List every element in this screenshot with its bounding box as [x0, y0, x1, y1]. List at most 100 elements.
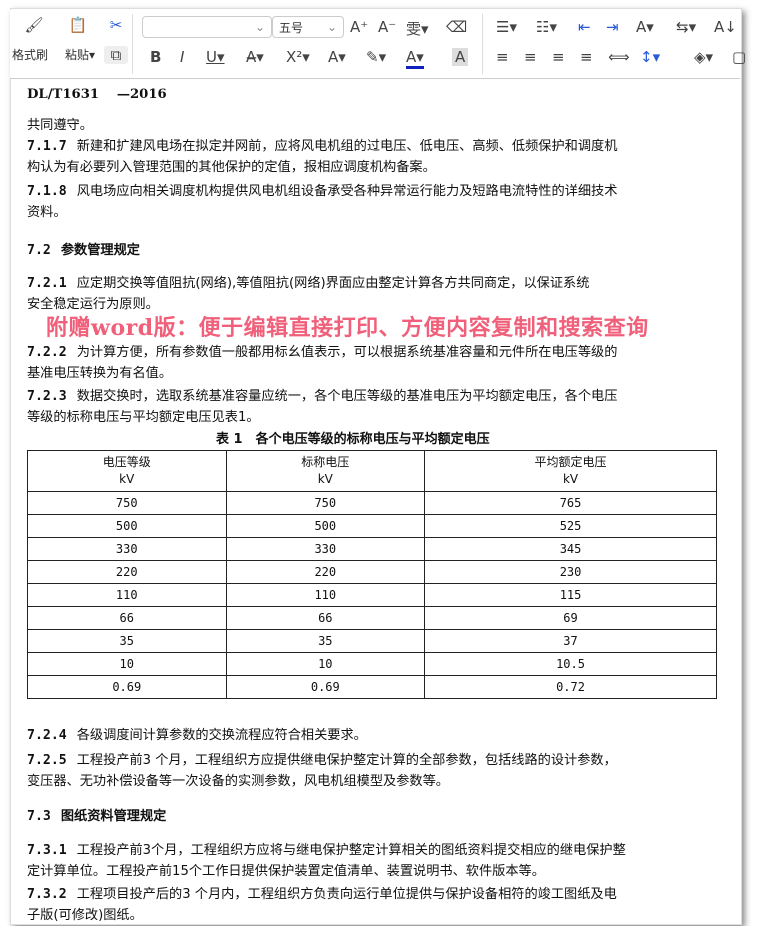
document-header: DL/T1631 —2016	[27, 87, 167, 102]
bold-icon[interactable]: B	[150, 48, 162, 66]
clause-line: 7.2.4 各级调度间计算参数的交换流程应符合相关要求。	[27, 727, 367, 744]
font-name-select[interactable]: ⌄	[142, 16, 272, 38]
clause-number: 7.3	[27, 809, 51, 824]
header-text: kV	[562, 472, 579, 486]
shrink-font-icon[interactable]: A⁻	[378, 18, 397, 36]
clause-text: 风电场应向相关调度机构提供风电机组设备承受各种异常运行能力及短路电流特性的详细技…	[76, 184, 618, 199]
strikethrough-icon[interactable]: A̶▾	[246, 48, 264, 66]
watermark-banner: 附赠word版：便于编辑直接打印、方便内容复制和搜索查询	[46, 315, 649, 341]
table-cell: 525	[424, 514, 717, 538]
ribbon-toolbar: 🖌 格式刷 📋 粘贴 ▾ ✂ ⧉ ⌄ 五号 ⌄ A⁺ A⁻ 雯▾ ⌫ B I U▾ …	[10, 10, 746, 79]
clause-text: 各级调度间计算参数的交换流程应符合相关要求。	[76, 728, 367, 743]
clause-number: 7.2.2	[27, 345, 67, 360]
text-direction-icon[interactable]: ⇆▾	[676, 18, 697, 36]
highlight-icon[interactable]: ✎▾	[366, 48, 387, 66]
table-row: 750 750 765	[27, 491, 717, 515]
bullets-icon[interactable]: ☰▾	[496, 18, 517, 36]
clause-line: 7.1.7 新建和扩建风电场在拟定并网前，应将风电机组的过电压、低电压、高频、低频…	[27, 138, 617, 155]
clause-line: 7.1.8 风电场应向相关调度机构提供风电机组设备承受各种异常运行能力及短路电流特…	[27, 183, 617, 200]
table-cell: 500	[225, 514, 426, 538]
phonetic-guide-icon[interactable]: 雯▾	[406, 20, 429, 38]
align-center-icon[interactable]: ≡	[524, 48, 537, 66]
clause-number: 7.3.1	[27, 843, 67, 858]
clause-text: 参数管理规定	[60, 243, 140, 258]
paragraph-line: 共同遵守。	[27, 118, 93, 133]
table-cell: 10	[225, 652, 426, 676]
align-right-icon[interactable]: ≡	[552, 48, 565, 66]
sort-icon[interactable]: A↓	[714, 18, 737, 36]
table-header-cell: 标称电压 kV	[225, 450, 426, 492]
table-cell: 330	[225, 537, 426, 561]
underline-icon[interactable]: U▾	[206, 48, 225, 66]
clause-number: 7.2.3	[27, 389, 67, 404]
table-cell: 0.69	[225, 675, 426, 699]
table-cell: 0.72	[424, 675, 717, 699]
line-spacing-icon[interactable]: ↕▾	[640, 48, 661, 66]
header-text: 标称电压	[301, 455, 350, 469]
table-header-cell: 平均额定电压 kV	[424, 450, 717, 492]
paragraph-line: 资料。	[27, 205, 67, 220]
clear-format-icon[interactable]: ⌫	[446, 18, 468, 36]
paragraph-line: 安全稳定运行为原则。	[27, 297, 159, 312]
paste-label: 粘贴	[64, 48, 89, 62]
grow-font-icon[interactable]: A⁺	[350, 18, 369, 36]
table-cell: 500	[27, 514, 227, 538]
table-cell: 220	[225, 560, 426, 584]
table-cell: 345	[424, 537, 717, 561]
table-cell: 330	[27, 537, 227, 561]
paragraph-line: 等级的标称电压与平均额定电压见表1。	[27, 410, 260, 425]
paste-icon[interactable]: 📋	[68, 16, 88, 34]
clause-number: 7.3.2	[27, 887, 67, 902]
clause-number: 7.1.7	[27, 139, 67, 154]
clause-line: 7.2.5 工程投产前3 个月，工程组织方应提供继电保护整定计算的全部参数，包括线…	[27, 752, 617, 769]
copy-icon[interactable]: ⧉	[104, 46, 128, 64]
clause-line: 7.2.2 为计算方便，所有参数值一般都用标幺值表示，可以根据系统基准容量和元件所…	[27, 344, 617, 361]
clause-line: 7.2 参数管理规定	[27, 242, 140, 259]
clause-line: 7.3 图纸资料管理规定	[27, 808, 166, 825]
format-painter-icon[interactable]: 🖌	[24, 16, 44, 34]
clause-line: 7.2.1 应定期交换等值阻抗(网络),等值阻抗(网络)界面应由整定计算各方共同商…	[27, 275, 589, 292]
shading-icon[interactable]: ◈▾	[694, 48, 714, 66]
italic-icon[interactable]: I	[180, 48, 185, 66]
table-cell: 69	[424, 606, 717, 630]
table-row: 35 35 37	[27, 629, 717, 653]
font-color-icon[interactable]: A▾	[406, 48, 424, 69]
clause-number: 7.1.8	[27, 184, 67, 199]
table-cell: 35	[27, 629, 227, 653]
superscript-icon[interactable]: X²▾	[286, 48, 310, 66]
font-size-value: 五号	[279, 20, 304, 35]
table-cell: 66	[27, 606, 227, 630]
clause-line: 7.3.1 工程投产前3个月，工程组织方应将与继电保护整定计算相关的图纸资料提交相…	[27, 842, 626, 859]
borders-icon[interactable]: ▢	[732, 48, 747, 66]
text-effect-icon[interactable]: A▾	[328, 48, 346, 66]
clause-number: 7.2.5	[27, 753, 67, 768]
char-spacing-icon[interactable]: A▾	[636, 18, 654, 36]
char-shading-icon[interactable]: A	[452, 48, 469, 66]
table-row: 10 10 10.5	[27, 652, 717, 676]
increase-indent-icon[interactable]: ⇥	[606, 18, 619, 36]
justify-icon[interactable]: ≡	[580, 48, 593, 66]
table-row: 220 220 230	[27, 560, 717, 584]
numbering-icon[interactable]: ☷▾	[536, 18, 557, 36]
table-cell: 37	[424, 629, 717, 653]
paragraph-line: 定计算单位。工程投产前15个工作日提供保护装置定值清单、装置说明书、软件版本等。	[27, 864, 545, 879]
table-cell: 750	[225, 491, 426, 515]
font-size-select[interactable]: 五号 ⌄	[272, 16, 344, 38]
format-painter-label[interactable]: 格式刷	[11, 48, 48, 62]
table-row: 500 500 525	[27, 514, 717, 538]
cut-icon[interactable]: ✂	[109, 16, 123, 34]
header-text: 平均额定电压	[534, 455, 607, 469]
clause-number: 7.2.1	[27, 276, 67, 291]
table-cell: 10.5	[424, 652, 717, 676]
table-cell: 35	[225, 629, 426, 653]
clause-text: 为计算方便，所有参数值一般都用标幺值表示，可以根据系统基准容量和元件所在电压等级…	[76, 345, 618, 360]
decrease-indent-icon[interactable]: ⇤	[578, 18, 591, 36]
paste-button[interactable]: 粘贴 ▾	[64, 47, 96, 63]
align-left-icon[interactable]: ≡	[496, 48, 509, 66]
distributed-icon[interactable]: ⟺	[608, 48, 630, 66]
clause-line: 7.2.3 数据交换时，选取系统基准容量应统一，各个电压等级的基准电压为平均额定电…	[27, 388, 617, 405]
clause-number: 7.2.4	[27, 728, 67, 743]
paragraph-line: 基准电压转换为有名值。	[27, 366, 173, 381]
voltage-table: 电压等级 kV 标称电压 kV 平均额定电压 kV 750 750 765 500 500 525 33…	[27, 450, 717, 699]
paragraph-line: 构认为有必要列入管理范围的其他保护的定值，报相应调度机构备案。	[27, 160, 436, 175]
